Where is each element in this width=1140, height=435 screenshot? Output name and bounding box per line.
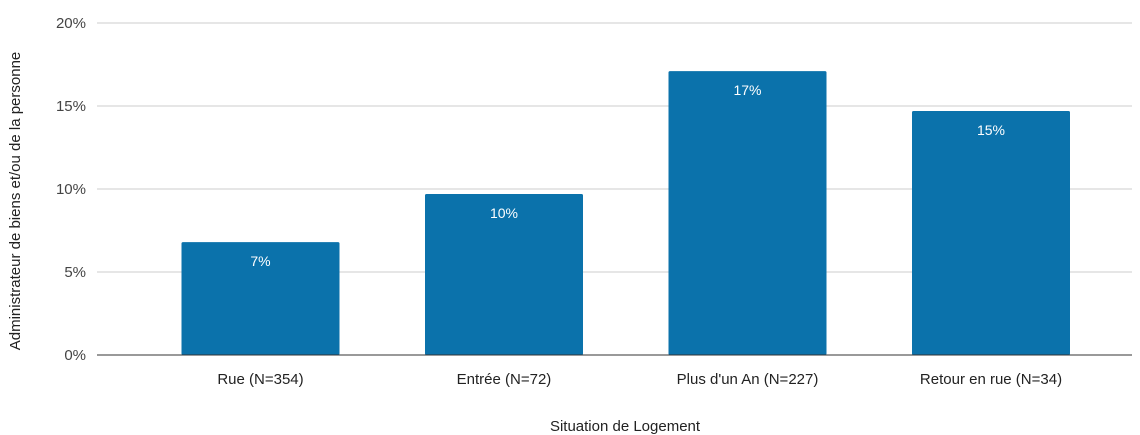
bar (425, 193, 583, 355)
bar (181, 242, 340, 355)
y-tick-label: 15% (56, 98, 86, 115)
bar (912, 110, 1070, 355)
x-category-label: Plus d'un An (N=227) (677, 371, 819, 388)
bar-value-label: 10% (490, 205, 518, 221)
y-tick-label: 5% (64, 264, 86, 281)
bars: 7% 10% 17% 15% (181, 71, 1070, 355)
y-axis-title: Administrateur de biens et/ou de la pers… (7, 52, 24, 351)
x-category-label: Rue (N=354) (217, 371, 303, 388)
x-category-label: Entrée (N=72) (457, 371, 552, 388)
bar-value-label: 7% (250, 253, 270, 269)
y-tick-label: 10% (56, 181, 86, 198)
bar-value-label: 17% (733, 82, 761, 98)
bar-value-label: 15% (977, 122, 1005, 138)
x-category-labels: Rue (N=354) Entrée (N=72) Plus d'un An (N=… (217, 371, 1062, 388)
y-tick-labels: 0% 5% 10% 15% 20% (56, 15, 86, 364)
x-category-label: Retour en rue (N=34) (920, 371, 1062, 388)
bar (668, 71, 827, 355)
x-axis-title: Situation de Logement (550, 418, 701, 435)
y-tick-label: 0% (64, 347, 86, 364)
y-tick-label: 20% (56, 15, 86, 32)
